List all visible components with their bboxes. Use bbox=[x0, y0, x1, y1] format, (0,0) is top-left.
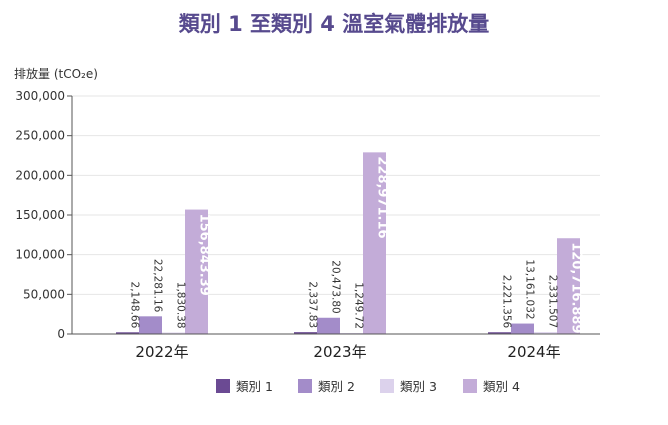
legend-label: 類別 2 bbox=[318, 379, 355, 394]
bar bbox=[534, 332, 557, 334]
chart-title: 類別 1 至類別 4 溫室氣體排放量 bbox=[178, 12, 490, 36]
bar bbox=[116, 332, 139, 334]
legend-label: 類別 1 bbox=[236, 379, 273, 394]
legend: 類別 1 類別 2 類別 3 類別 4 bbox=[216, 379, 520, 394]
y-tick-label: 0 bbox=[57, 327, 65, 341]
data-label: 120,716.889 bbox=[569, 242, 584, 333]
bar bbox=[488, 332, 511, 334]
data-labels: 2,148.66 22,281.16 1,830.38 156,843.39 2,337… bbox=[129, 156, 584, 333]
data-label: 2,221.356 bbox=[501, 275, 513, 329]
legend-swatch bbox=[298, 379, 312, 393]
data-label: 156,843.39 bbox=[197, 214, 212, 296]
bar bbox=[363, 152, 386, 334]
bars bbox=[116, 152, 580, 334]
data-label: 1,249.72 bbox=[353, 282, 365, 329]
data-label: 13,161.032 bbox=[524, 259, 536, 319]
bar bbox=[185, 209, 208, 334]
y-axis-ticks: 0 50,000 100,000 150,000 200,000 250,000 300,0… bbox=[15, 89, 72, 341]
x-category-label: 2023年 bbox=[313, 343, 366, 361]
x-category-label: 2024年 bbox=[507, 343, 560, 361]
data-label: 2,331.507 bbox=[547, 275, 559, 328]
data-label: 22,281.16 bbox=[152, 259, 164, 313]
gridlines bbox=[72, 95, 600, 295]
y-tick-label: 200,000 bbox=[15, 168, 65, 182]
bar bbox=[511, 323, 534, 334]
data-label: 2,337.83 bbox=[307, 281, 319, 328]
legend-label: 類別 3 bbox=[400, 379, 437, 394]
bar bbox=[317, 317, 340, 334]
bar bbox=[162, 332, 185, 334]
legend-swatch bbox=[380, 379, 394, 393]
data-label: 2,148.66 bbox=[129, 282, 141, 329]
y-axis-title: 排放量 (tCO₂e) bbox=[14, 66, 98, 81]
y-tick-label: 100,000 bbox=[15, 248, 65, 262]
data-label: 1,830.38 bbox=[175, 282, 187, 329]
legend-swatch bbox=[463, 379, 477, 393]
data-label: 20,473.80 bbox=[330, 260, 342, 313]
y-tick-label: 150,000 bbox=[15, 208, 65, 222]
bar bbox=[294, 332, 317, 334]
y-tick-label: 300,000 bbox=[15, 89, 65, 103]
x-category-label: 2022年 bbox=[135, 343, 188, 361]
bar bbox=[139, 316, 162, 334]
x-axis-categories: 2022年 2023年 2024年 bbox=[135, 343, 560, 361]
y-tick-label: 250,000 bbox=[15, 129, 65, 143]
y-tick-label: 50,000 bbox=[23, 287, 65, 301]
legend-label: 類別 4 bbox=[483, 379, 520, 394]
data-label: 228,971.16 bbox=[375, 156, 390, 238]
legend-swatch bbox=[216, 379, 230, 393]
bar bbox=[557, 238, 580, 334]
